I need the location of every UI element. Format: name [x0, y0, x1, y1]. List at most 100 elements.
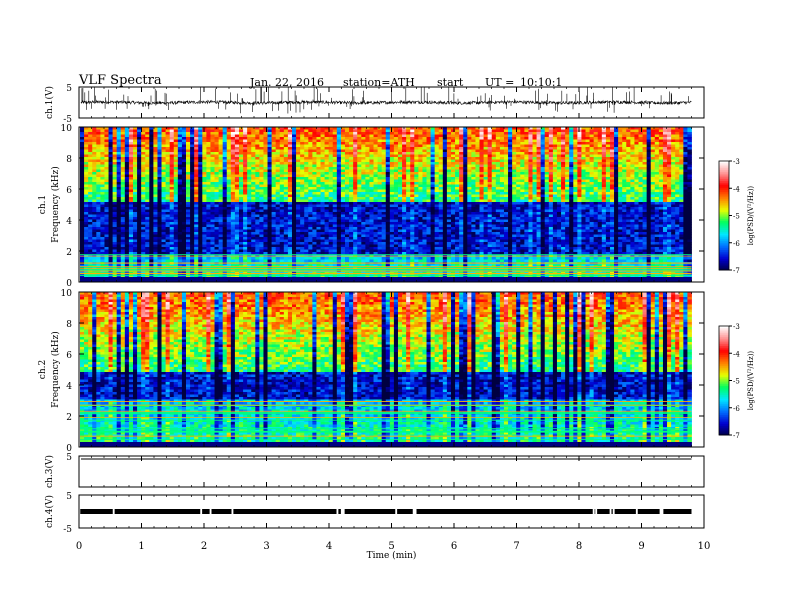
- psd-cell: [280, 135, 284, 138]
- psd-cell: [484, 132, 488, 135]
- psd-cell: [113, 137, 117, 140]
- psd-cell: [557, 150, 561, 153]
- psd-cell: [182, 147, 186, 150]
- psd-cell: [402, 145, 406, 148]
- psd-cell: [145, 130, 149, 133]
- psd-cell: [602, 150, 606, 153]
- psd-cell: [223, 145, 227, 148]
- psd-cell: [524, 135, 528, 138]
- psd-cell: [259, 130, 263, 133]
- psd-cell: [284, 140, 288, 143]
- psd-cell: [243, 152, 247, 155]
- psd-cell: [549, 152, 553, 155]
- psd-cell: [590, 137, 594, 140]
- psd-cell: [84, 140, 88, 143]
- psd-cell: [292, 142, 296, 145]
- psd-cell: [198, 145, 202, 148]
- psd-cell: [325, 140, 329, 143]
- psd-cell: [545, 147, 549, 150]
- psd-cell: [427, 137, 431, 140]
- psd-cell: [475, 132, 479, 135]
- psd-cell: [137, 152, 141, 155]
- psd-cell: [634, 135, 638, 138]
- psd-cell: [349, 140, 353, 143]
- psd-cell: [565, 130, 569, 133]
- psd-cell: [659, 142, 663, 145]
- psd-cell: [316, 132, 320, 135]
- psd-cell: [516, 147, 520, 150]
- psd-cell: [329, 152, 333, 155]
- psd-cell: [451, 145, 455, 148]
- psd-cell: [606, 140, 610, 143]
- psd-cell: [463, 145, 467, 148]
- psd-cell: [524, 137, 528, 140]
- psd-cell: [418, 142, 422, 145]
- psd-cell: [504, 132, 508, 135]
- psd-cell: [361, 140, 365, 143]
- psd-cell: [247, 152, 251, 155]
- psd-cell: [349, 147, 353, 150]
- psd-cell: [410, 145, 414, 148]
- psd-cell: [133, 150, 137, 153]
- psd-cell: [541, 145, 545, 148]
- psd-cell: [92, 130, 96, 133]
- psd-cell: [268, 150, 272, 153]
- psd-cell: [129, 140, 133, 143]
- psd-cell: [602, 130, 606, 133]
- psd-cell: [157, 145, 161, 148]
- psd-cell: [577, 135, 581, 138]
- psd-cell: [325, 135, 329, 138]
- psd-cell: [622, 142, 626, 145]
- psd-cell: [268, 132, 272, 135]
- psd-cell: [398, 135, 402, 138]
- psd-cell: [353, 152, 357, 155]
- psd-cell: [496, 132, 500, 135]
- psd-cell: [96, 135, 100, 138]
- psd-cell: [569, 140, 573, 143]
- psd-cell: [573, 150, 577, 153]
- psd-cell: [683, 145, 687, 148]
- psd-cell: [569, 132, 573, 135]
- psd-cell: [263, 150, 267, 153]
- psd-cell: [361, 132, 365, 135]
- psd-cell: [92, 145, 96, 148]
- psd-cell: [210, 145, 214, 148]
- psd-cell: [321, 150, 325, 153]
- psd-cell: [292, 152, 296, 155]
- psd-cell: [149, 150, 153, 153]
- psd-cell: [496, 145, 500, 148]
- psd-cell: [496, 152, 500, 155]
- psd-cell: [427, 152, 431, 155]
- psd-cell: [687, 140, 691, 143]
- psd-cell: [153, 142, 157, 145]
- psd-cell: [259, 137, 263, 140]
- psd-cell: [414, 135, 418, 138]
- psd-cell: [431, 147, 435, 150]
- psd-cell: [439, 140, 443, 143]
- psd-cell: [683, 142, 687, 145]
- psd-cell: [622, 140, 626, 143]
- psd-cell: [386, 145, 390, 148]
- psd-cell: [512, 135, 516, 138]
- psd-cell: [586, 140, 590, 143]
- psd-cell: [687, 145, 691, 148]
- psd-cell: [96, 130, 100, 133]
- psd-cell: [231, 150, 235, 153]
- psd-cell: [80, 135, 84, 138]
- psd-cell: [113, 142, 117, 145]
- psd-cell: [337, 132, 341, 135]
- psd-cell: [100, 130, 104, 133]
- psd-cell: [194, 130, 198, 133]
- psd-cell: [614, 152, 618, 155]
- psd-cell: [329, 142, 333, 145]
- psd-cell: [333, 130, 337, 133]
- psd-cell: [639, 142, 643, 145]
- psd-cell: [508, 137, 512, 140]
- psd-cell: [288, 130, 292, 133]
- psd-cell: [109, 130, 113, 133]
- psd-cell: [255, 147, 259, 150]
- psd-cell: [121, 135, 125, 138]
- psd-cell: [182, 142, 186, 145]
- psd-cell: [149, 152, 153, 155]
- psd-cell: [439, 150, 443, 153]
